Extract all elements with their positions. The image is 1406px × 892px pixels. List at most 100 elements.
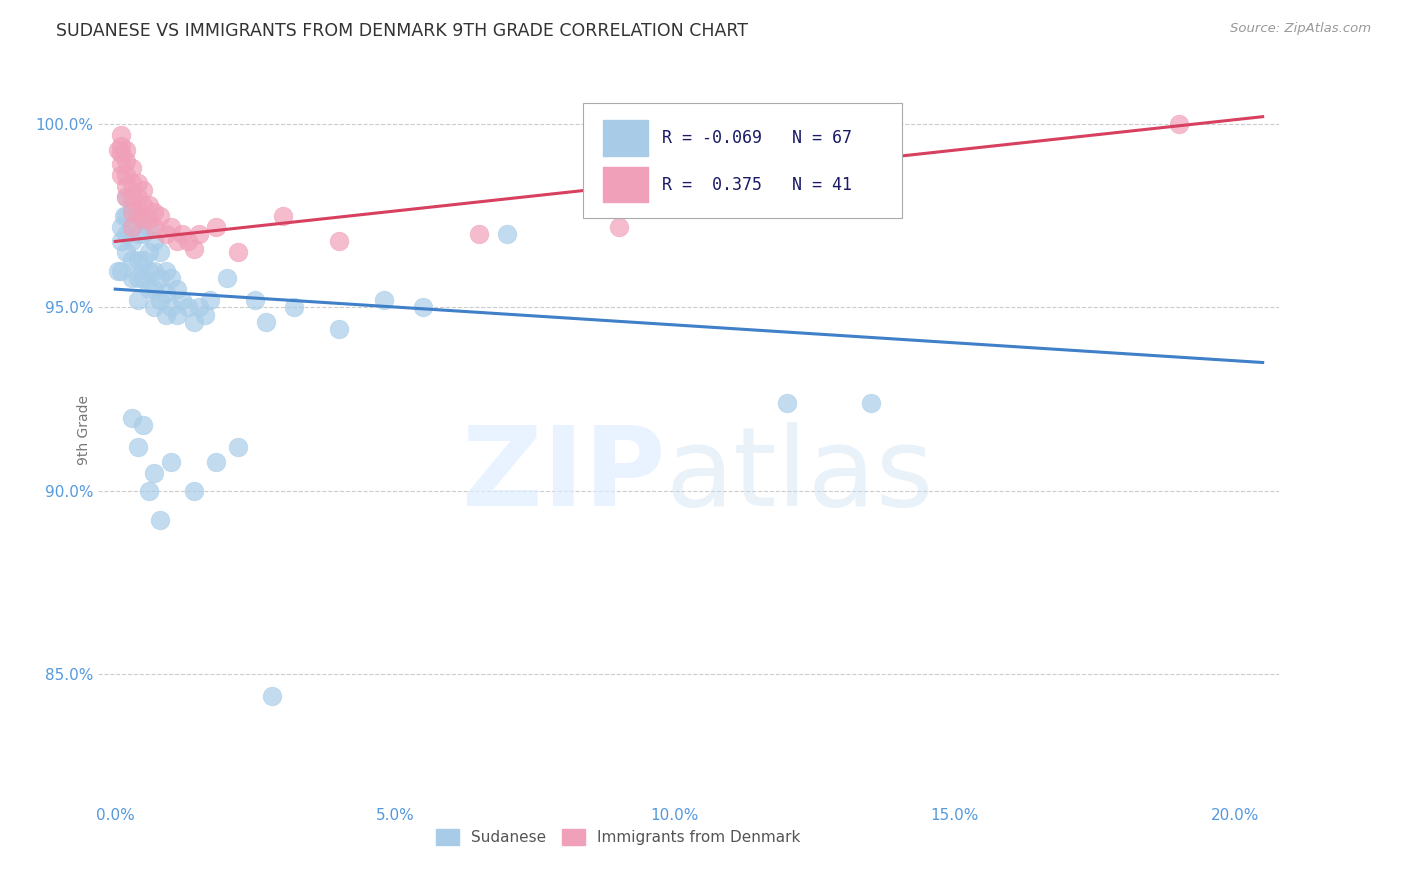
Point <box>132 212 155 227</box>
Point <box>127 190 149 204</box>
Point <box>160 219 183 234</box>
Point <box>188 227 211 241</box>
Point <box>127 209 149 223</box>
Point <box>121 198 143 212</box>
Point <box>127 293 149 307</box>
Point <box>243 293 266 307</box>
Point <box>172 293 194 307</box>
Point <box>328 322 350 336</box>
Point <box>205 454 228 468</box>
Point <box>143 219 166 234</box>
Point <box>188 301 211 315</box>
Point <box>328 235 350 249</box>
Point <box>127 176 149 190</box>
Legend: Sudanese, Immigrants from Denmark: Sudanese, Immigrants from Denmark <box>430 822 806 851</box>
Point <box>228 440 250 454</box>
Point <box>143 466 166 480</box>
Point <box>112 209 135 223</box>
Point <box>127 252 149 267</box>
Point <box>177 301 200 315</box>
Point <box>121 410 143 425</box>
Point <box>149 293 172 307</box>
Point <box>121 176 143 190</box>
Point <box>132 198 155 212</box>
Point <box>107 264 129 278</box>
Point <box>121 161 143 175</box>
Point <box>607 219 630 234</box>
Point <box>200 293 222 307</box>
Point <box>121 205 143 219</box>
Point <box>373 293 395 307</box>
Point <box>205 219 228 234</box>
Point <box>138 212 160 227</box>
Point <box>496 227 519 241</box>
Point <box>149 513 172 527</box>
Point <box>115 143 138 157</box>
Point <box>110 264 132 278</box>
Bar <box>603 120 648 155</box>
Point <box>115 190 138 204</box>
Point <box>143 205 166 219</box>
Text: atlas: atlas <box>665 422 934 529</box>
Point <box>166 308 188 322</box>
Point <box>155 285 177 300</box>
Point <box>183 483 205 498</box>
Point <box>110 169 132 183</box>
Point <box>110 139 132 153</box>
Point <box>121 252 143 267</box>
Point <box>183 242 205 256</box>
Point <box>132 271 155 285</box>
Point <box>115 153 138 168</box>
Point <box>110 128 132 142</box>
Point <box>283 301 305 315</box>
Point <box>138 264 160 278</box>
Point <box>1167 117 1189 131</box>
Point <box>228 245 250 260</box>
Point <box>127 205 149 219</box>
Point <box>107 143 129 157</box>
Point <box>132 252 155 267</box>
Text: SUDANESE VS IMMIGRANTS FROM DENMARK 9TH GRADE CORRELATION CHART: SUDANESE VS IMMIGRANTS FROM DENMARK 9TH … <box>56 22 748 40</box>
Point <box>110 146 132 161</box>
Point <box>110 157 132 171</box>
Point <box>138 282 160 296</box>
Point <box>155 264 177 278</box>
Point <box>155 227 177 241</box>
Point <box>143 235 166 249</box>
Point <box>115 169 138 183</box>
Point <box>160 301 183 315</box>
Point <box>132 227 155 241</box>
Point <box>132 417 155 432</box>
Point <box>121 235 143 249</box>
Point <box>412 301 434 315</box>
Point <box>110 235 132 249</box>
Point <box>149 245 172 260</box>
Point <box>121 190 143 204</box>
Point <box>155 308 177 322</box>
Point <box>127 440 149 454</box>
Point <box>132 183 155 197</box>
Point <box>138 483 160 498</box>
Point <box>143 282 166 296</box>
Point <box>115 209 138 223</box>
Point <box>260 690 283 704</box>
Point <box>115 190 138 204</box>
Point <box>138 245 160 260</box>
Point <box>776 396 799 410</box>
Y-axis label: 9th Grade: 9th Grade <box>77 395 91 466</box>
Point <box>143 301 166 315</box>
Point <box>160 454 183 468</box>
Point <box>217 271 239 285</box>
Text: Source: ZipAtlas.com: Source: ZipAtlas.com <box>1230 22 1371 36</box>
Point <box>149 271 172 285</box>
Text: R =  0.375   N = 41: R = 0.375 N = 41 <box>662 176 852 194</box>
Point <box>160 271 183 285</box>
Point <box>115 227 138 241</box>
Point <box>127 227 149 241</box>
Text: ZIP: ZIP <box>463 422 665 529</box>
Point <box>859 396 882 410</box>
Bar <box>603 167 648 202</box>
FancyBboxPatch shape <box>582 103 901 219</box>
Point <box>138 219 160 234</box>
Point <box>183 315 205 329</box>
